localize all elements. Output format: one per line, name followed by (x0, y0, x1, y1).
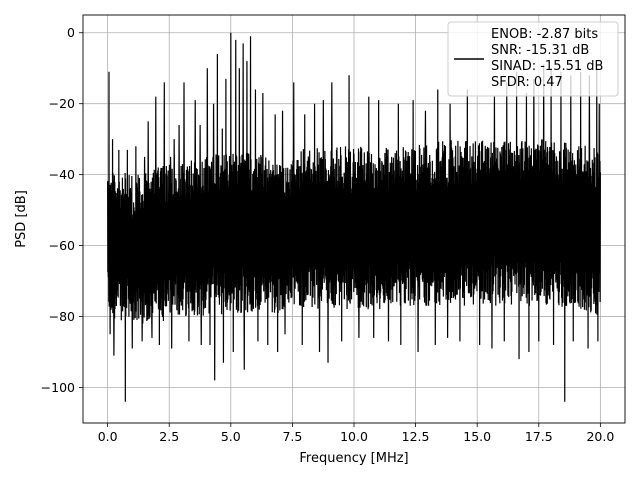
y-axis-label: PSD [dB] (14, 190, 29, 248)
x-tick-label: 0.0 (98, 429, 118, 444)
x-tick-label: 10.0 (340, 429, 368, 444)
psd-series (107, 32, 601, 402)
legend-line-enob: ENOB: -2.87 bits (491, 27, 598, 42)
legend-line-sfdr: SFDR: 0.47 (491, 75, 563, 90)
legend: ENOB: -2.87 bits SNR: -15.31 dB SINAD: -… (447, 21, 619, 97)
x-tick-label: 12.5 (402, 429, 430, 444)
y-tick-label: 0 (67, 25, 75, 40)
y-tick-label: −80 (49, 309, 75, 324)
legend-box (447, 21, 619, 97)
psd-line (107, 32, 601, 402)
x-tick-label: 20.0 (586, 429, 614, 444)
x-tick-label: 5.0 (221, 429, 241, 444)
x-tick-label: 2.5 (159, 429, 179, 444)
legend-line-sinad: SINAD: -15.51 dB (491, 59, 603, 74)
legend-line-snr: SNR: -15.31 dB (491, 43, 589, 58)
x-tick-label: 7.5 (282, 429, 302, 444)
y-axis-ticks: 0 −20 −40 −60 −80 −100 (41, 25, 83, 395)
y-tick-label: −40 (49, 167, 75, 182)
y-tick-label: −60 (49, 238, 75, 253)
x-tick-label: 15.0 (463, 429, 491, 444)
x-tick-label: 17.5 (525, 429, 553, 444)
x-axis-label: Frequency [MHz] (299, 451, 408, 466)
y-tick-label: −20 (49, 96, 75, 111)
y-tick-label: −100 (41, 380, 75, 395)
x-axis-ticks: 0.0 2.5 5.0 7.5 10.0 12.5 15.0 17.5 20.0 (98, 423, 614, 444)
